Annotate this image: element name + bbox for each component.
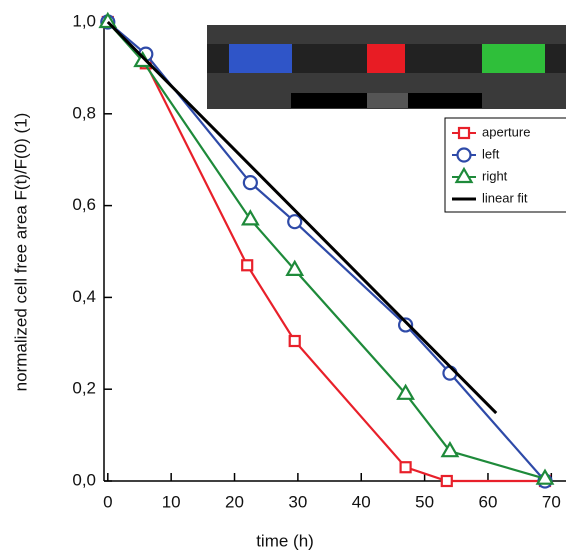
x-axis-label: time (h) xyxy=(256,531,314,550)
y-axis-label: normalized cell free area F(t)/F(0) (1) xyxy=(11,113,30,392)
marker xyxy=(457,126,471,140)
legend-label: right xyxy=(482,168,508,183)
marker xyxy=(440,440,460,458)
legend-label: linear fit xyxy=(482,190,528,205)
y-tick-label: 0,0 xyxy=(72,470,96,489)
series-line xyxy=(106,20,498,415)
marker xyxy=(240,209,260,226)
y-tick-label: 0,8 xyxy=(72,103,96,122)
inset-image xyxy=(207,25,566,109)
marker xyxy=(454,166,474,184)
x-tick-label: 60 xyxy=(479,492,498,511)
marker xyxy=(456,147,472,163)
marker xyxy=(535,468,555,485)
legend-label: left xyxy=(482,146,500,161)
x-tick-label: 0 xyxy=(103,492,112,511)
y-tick-label: 0,4 xyxy=(72,287,96,306)
x-tick-label: 40 xyxy=(352,492,371,511)
marker xyxy=(241,259,254,272)
marker xyxy=(397,317,414,333)
marker xyxy=(288,334,301,348)
legend: aperture left right linear fit xyxy=(444,117,566,213)
y-tick-label: 0,2 xyxy=(72,379,96,398)
x-tick-label: 20 xyxy=(225,492,244,511)
x-tick-label: 30 xyxy=(288,492,307,511)
marker xyxy=(287,214,303,230)
marker xyxy=(440,474,453,488)
x-tick-label: 50 xyxy=(415,492,434,511)
y-tick-label: 1,0 xyxy=(72,11,96,30)
x-tick-label: 70 xyxy=(542,492,561,511)
x-tick-label: 10 xyxy=(162,492,181,511)
y-tick-label: 0,6 xyxy=(72,195,96,214)
marker xyxy=(396,383,416,400)
marker xyxy=(242,175,258,191)
legend-label: aperture xyxy=(482,124,530,139)
marker xyxy=(399,461,412,474)
marker xyxy=(285,259,305,276)
